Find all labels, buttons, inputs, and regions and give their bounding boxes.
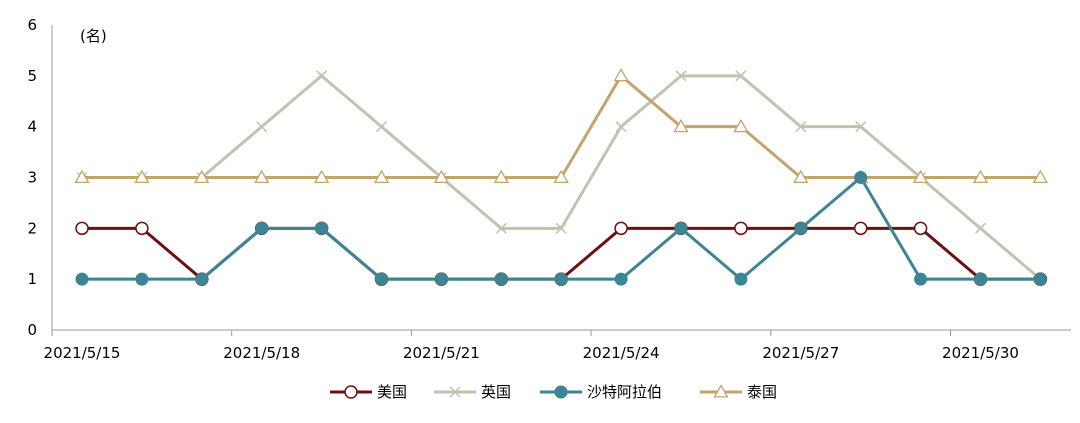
marker-stroke (495, 222, 507, 234)
data-point-marker (433, 169, 450, 184)
y-tick-label: 2 (27, 219, 37, 237)
data-point-marker (316, 70, 328, 82)
y-unit-label: (名) (80, 27, 107, 45)
data-point-marker (914, 272, 928, 286)
y-tick-label: 6 (27, 16, 37, 34)
data-point-marker (674, 221, 688, 235)
data-point-marker (194, 169, 210, 184)
x-tick-label: 2021/5/24 (583, 344, 660, 362)
data-point-marker (375, 121, 388, 133)
data-point-marker (256, 121, 268, 133)
data-point-marker (614, 272, 628, 286)
marker-stroke (256, 121, 268, 133)
data-point-marker (1032, 169, 1049, 184)
data-point-marker (974, 272, 987, 286)
data-point-marker (75, 272, 89, 286)
legend-label: 英国 (481, 383, 511, 401)
x-tick-label: 2021/5/15 (44, 344, 121, 362)
data-point-marker (615, 121, 627, 133)
legend-item: 沙特阿拉伯 (540, 383, 662, 401)
data-point-marker (313, 169, 330, 184)
data-point-marker (434, 272, 448, 286)
data-point-marker (795, 121, 807, 133)
data-point-marker (555, 222, 567, 234)
data-point-marker (74, 169, 90, 184)
data-point-marker (675, 70, 687, 82)
marker-stroke (375, 121, 388, 133)
y-tick-label: 1 (27, 270, 37, 288)
data-point-marker (972, 169, 989, 184)
data-point-marker (853, 221, 868, 236)
data-point-marker (912, 169, 929, 184)
marker-stroke (615, 121, 627, 133)
data-point-marker (673, 118, 689, 133)
data-point-marker (554, 272, 568, 286)
data-point-marker (135, 221, 149, 236)
data-point-marker (733, 118, 749, 133)
marker-stroke (316, 70, 328, 82)
x-axis-ticks: 2021/5/15 2021/5/18 2021/5/21 2021/5/24 2021… (44, 330, 1019, 362)
data-point-marker (493, 169, 509, 184)
series-3 (74, 68, 1049, 184)
legend-item: 泰国 (700, 383, 777, 401)
marker-stroke (974, 222, 987, 234)
marker-stroke (449, 386, 461, 398)
series-layer (74, 68, 1049, 286)
data-point-marker (913, 221, 928, 236)
data-point-marker (1033, 272, 1047, 286)
y-tick-label: 3 (27, 169, 37, 187)
x-tick-label: 2021/5/18 (223, 344, 300, 362)
x-tick-label: 2021/5/21 (403, 344, 480, 362)
marker-stroke (735, 70, 747, 82)
data-point-marker (793, 169, 809, 184)
data-point-marker (855, 121, 867, 133)
data-point-marker (134, 169, 150, 184)
series-line (82, 73, 1041, 179)
data-point-marker (373, 169, 390, 184)
x-tick-label: 2021/5/27 (762, 344, 839, 362)
axes (51, 25, 1071, 331)
legend-item: 美国 (330, 383, 407, 401)
data-point-marker (254, 169, 270, 184)
data-point-marker (315, 221, 329, 235)
data-point-marker (974, 222, 987, 234)
data-point-marker (854, 171, 868, 184)
data-point-marker (495, 222, 507, 234)
y-tick-label: 5 (27, 67, 37, 85)
x-tick-label: 2021/5/30 (942, 344, 1019, 362)
data-point-marker (494, 272, 508, 286)
legend-label: 美国 (377, 383, 407, 401)
data-point-marker (195, 272, 209, 286)
legend-item: 英国 (434, 383, 511, 401)
data-point-marker (375, 272, 388, 286)
data-point-marker (735, 70, 747, 82)
y-axis-ticks: 0 1 2 3 4 5 6 (27, 16, 37, 339)
data-point-marker (554, 385, 568, 399)
data-point-marker (734, 272, 748, 286)
marker-stroke (795, 121, 807, 133)
y-tick-label: 4 (27, 118, 37, 136)
data-point-marker (713, 384, 729, 398)
legend-label: 泰国 (747, 383, 777, 401)
data-point-marker (794, 221, 808, 235)
marker-stroke (855, 121, 867, 133)
data-point-marker (614, 221, 628, 236)
data-point-marker (75, 221, 89, 236)
data-point-marker (734, 221, 748, 236)
marker-stroke (555, 222, 567, 234)
data-point-marker (553, 169, 569, 184)
data-point-marker (613, 68, 629, 82)
y-tick-label: 0 (27, 321, 37, 339)
data-point-marker (344, 385, 358, 399)
data-point-marker (449, 386, 461, 398)
data-point-marker (135, 272, 149, 286)
legend-label: 沙特阿拉伯 (587, 383, 662, 401)
data-point-marker (255, 221, 269, 235)
series-2 (75, 171, 1047, 286)
legend: 美国 英国 沙特阿拉伯 泰国 (330, 383, 777, 401)
marker-stroke (675, 70, 687, 82)
